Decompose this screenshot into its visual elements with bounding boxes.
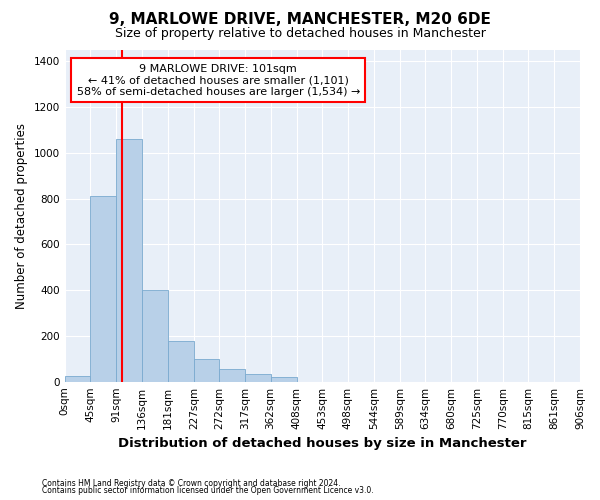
Text: 9 MARLOWE DRIVE: 101sqm
← 41% of detached houses are smaller (1,101)
58% of semi: 9 MARLOWE DRIVE: 101sqm ← 41% of detache… [77,64,360,97]
Bar [65,376,90,382]
Bar [90,196,116,382]
Bar [142,290,167,382]
Bar [220,369,245,382]
Bar [116,139,142,382]
Text: Size of property relative to detached houses in Manchester: Size of property relative to detached ho… [115,28,485,40]
Text: 9, MARLOWE DRIVE, MANCHESTER, M20 6DE: 9, MARLOWE DRIVE, MANCHESTER, M20 6DE [109,12,491,28]
Bar [245,374,271,382]
Bar [271,377,297,382]
Text: Contains HM Land Registry data © Crown copyright and database right 2024.: Contains HM Land Registry data © Crown c… [42,478,341,488]
Y-axis label: Number of detached properties: Number of detached properties [15,123,28,309]
Bar [194,359,220,382]
Bar [167,340,194,382]
Text: Contains public sector information licensed under the Open Government Licence v3: Contains public sector information licen… [42,486,374,495]
X-axis label: Distribution of detached houses by size in Manchester: Distribution of detached houses by size … [118,437,527,450]
